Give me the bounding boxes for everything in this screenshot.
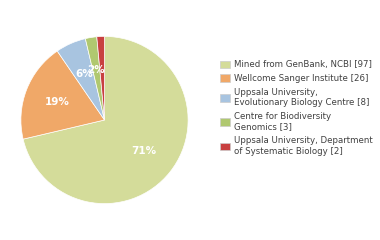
Wedge shape	[97, 36, 105, 120]
Legend: Mined from GenBank, NCBI [97], Wellcome Sanger Institute [26], Uppsala Universit: Mined from GenBank, NCBI [97], Wellcome …	[217, 58, 376, 158]
Wedge shape	[21, 51, 104, 139]
Wedge shape	[86, 37, 104, 120]
Text: 71%: 71%	[131, 146, 157, 156]
Wedge shape	[57, 39, 104, 120]
Wedge shape	[23, 36, 188, 204]
Text: 19%: 19%	[45, 97, 70, 107]
Text: 2%: 2%	[87, 66, 105, 76]
Text: 6%: 6%	[75, 69, 93, 79]
